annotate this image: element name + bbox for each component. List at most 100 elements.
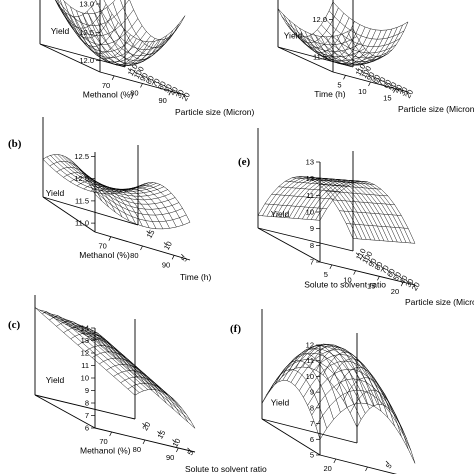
x-tick: [400, 281, 404, 287]
y-tick-label: 80: [373, 260, 385, 272]
surface-line: [336, 28, 393, 65]
x-tick: [368, 81, 371, 87]
y-tick-label: 50: [391, 270, 403, 282]
z-tick-label: 7: [85, 411, 89, 420]
surface-line: [83, 174, 179, 210]
surface-line: [299, 21, 355, 57]
y-tick-label: 40: [168, 85, 180, 97]
z-tick-label: 8: [85, 399, 89, 408]
y-tick-label: 15: [145, 228, 157, 240]
y-tick-label: 80: [144, 74, 156, 86]
z-tick-label: 7: [310, 419, 314, 428]
y-tick: [172, 439, 176, 443]
surface-line: [55, 0, 139, 45]
surface-line: [100, 11, 161, 64]
surface-line: [103, 188, 157, 229]
surface-line: [343, 377, 402, 437]
surface-line: [43, 311, 144, 391]
x-axis: [319, 454, 398, 474]
y-tick-label: 90: [138, 71, 150, 83]
y-axis-label: Particle size (Micron): [175, 107, 255, 117]
y-tick: [361, 70, 365, 74]
y-tick: [151, 79, 156, 83]
surface-line: [57, 154, 153, 190]
x-tick: [142, 439, 146, 445]
y-axis: [277, 46, 334, 73]
z-tick-label: 9: [310, 388, 314, 397]
surface-line: [284, 178, 380, 241]
surface-line: [301, 36, 377, 66]
y-tick-label: 5: [179, 255, 189, 263]
x-tick-label: 80: [130, 89, 138, 98]
z-tick-label: 11: [306, 356, 314, 365]
surface-line: [257, 176, 354, 239]
x-tick-label: 90: [162, 260, 170, 269]
surface-line: [88, 13, 149, 67]
surface-line: [281, 16, 358, 46]
y-tick: [181, 253, 185, 258]
z-tick-label: 12: [306, 341, 314, 350]
surface-line: [64, 323, 166, 394]
panel-label: (b): [8, 138, 22, 150]
x-tick: [176, 447, 179, 453]
y-tick: [374, 262, 378, 267]
surface-line: [137, 182, 191, 223]
surface-line: [265, 359, 362, 420]
surface-line: [63, 326, 124, 366]
surface-line: [94, 13, 155, 66]
surface-plot-b: 11.0 11.5 12.0 12.5 70 80 90 5 10 15 Yield Methanol…: [8, 117, 211, 282]
y-axis: [42, 196, 96, 233]
y-axis: [34, 394, 96, 429]
y-tick: [181, 93, 186, 97]
y-tick: [368, 259, 372, 263]
x-tick: [329, 264, 333, 270]
z-tick-label: 13.0: [79, 0, 94, 9]
y-tick-label: 30: [404, 277, 416, 289]
back-floor-edge: [34, 394, 136, 420]
x-tick-label: 70: [102, 81, 110, 90]
z-tick-label: 6: [85, 424, 89, 433]
y-tick: [383, 80, 387, 84]
x-tick-label: 10: [343, 276, 351, 285]
y-axis-label: Particle size (Micron): [398, 104, 474, 114]
surface-line: [61, 8, 147, 58]
y-tick-label: 50: [387, 81, 399, 93]
surface-line: [129, 0, 186, 40]
surface-line: [325, 190, 388, 197]
z-tick-label: 9: [310, 224, 314, 233]
surface-line: [332, 199, 395, 205]
surface-line: [34, 307, 136, 396]
panel-label: (f): [230, 323, 241, 335]
z-tick-label: 10: [306, 208, 314, 217]
x-axis: [319, 261, 416, 286]
z-tick-label: 12.0: [79, 56, 94, 65]
x-tick-label: 80: [133, 445, 141, 454]
surface-line: [127, 382, 189, 423]
surface-line: [277, 8, 354, 38]
surface-line: [342, 27, 398, 63]
x-axis-label: Methanol (%): [79, 250, 130, 260]
surface-line: [60, 321, 161, 392]
y-tick-label: 20: [180, 91, 192, 103]
z-tick-label: 13: [306, 158, 314, 167]
x-axis-label: Time (h): [314, 89, 345, 99]
x-axis-label: Solute to solvent ratio: [304, 279, 386, 289]
z-axis-label: Yield: [46, 188, 65, 198]
y-tick: [157, 82, 162, 86]
surface-line: [275, 177, 371, 240]
surface-line: [319, 180, 416, 244]
z-tick-label: 11: [306, 191, 314, 200]
z-tick-label: 8: [310, 403, 314, 412]
z-tick-label: 6: [310, 435, 314, 444]
surface-line: [106, 7, 167, 60]
surface-line: [57, 0, 130, 26]
surface-line: [302, 179, 398, 243]
y-tick: [146, 230, 150, 235]
y-axis-label: Particle size (Micron): [405, 297, 474, 307]
y-tick-label: 20: [140, 420, 152, 432]
surface-line: [322, 351, 382, 412]
y-axis: [39, 43, 101, 73]
z-tick-label: 11.5: [75, 196, 89, 205]
